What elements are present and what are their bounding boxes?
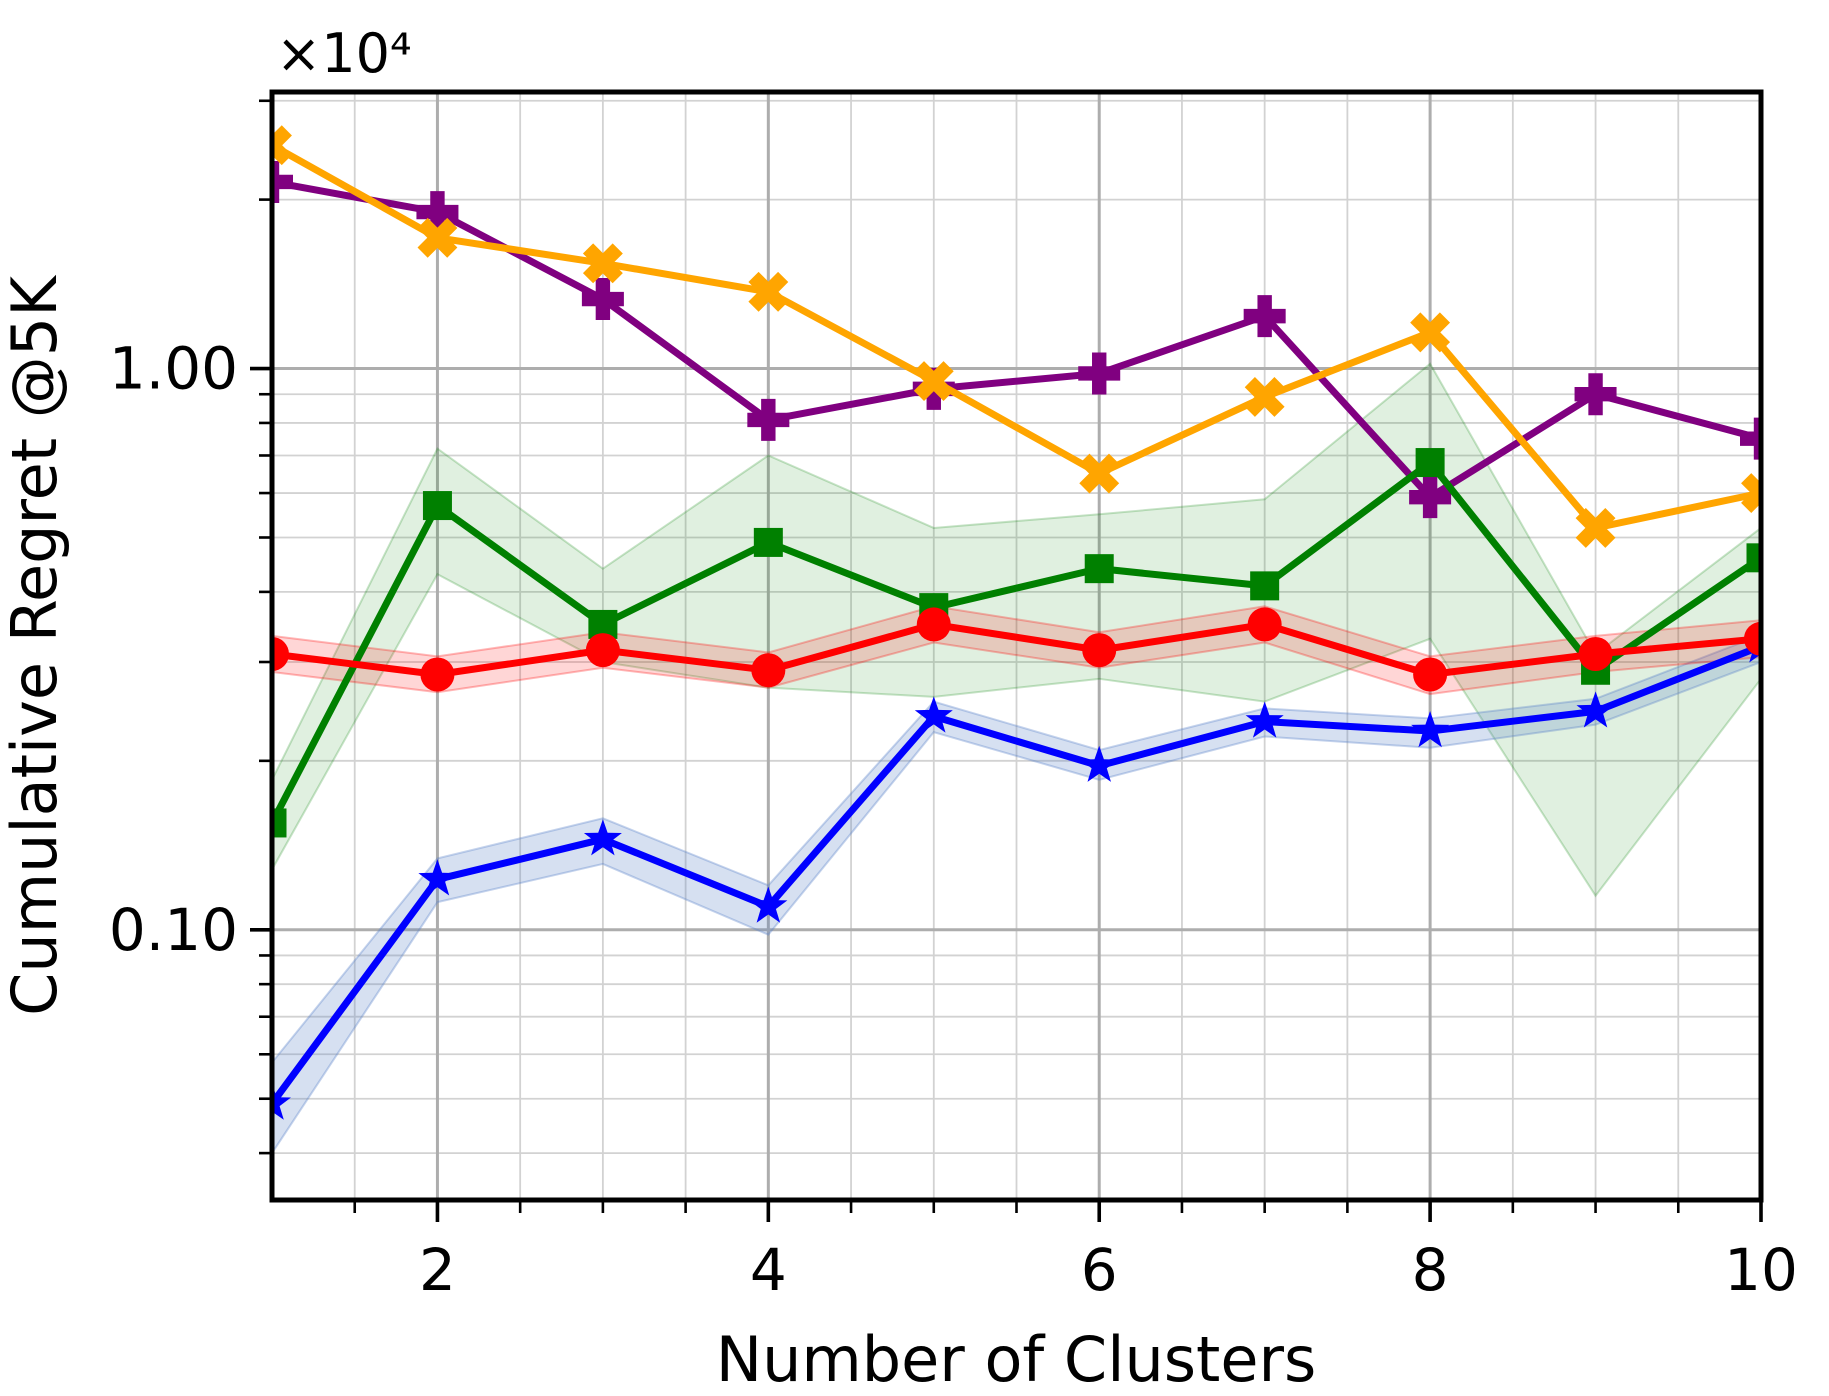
orange-x-marker [272, 125, 292, 166]
red-circle-marker [1578, 637, 1613, 672]
blue-star-marker [1245, 701, 1284, 738]
blue-star-marker [1576, 691, 1615, 728]
x-axis-title: Number of Clusters [716, 1323, 1317, 1396]
series-layer [272, 125, 1761, 1155]
orange-x-marker [748, 271, 789, 312]
blue-star-marker [583, 819, 622, 856]
blue-star-line [272, 642, 1761, 1108]
x-tick-label: 4 [750, 1236, 787, 1304]
y-axis-title: Cumulative Regret @5K [0, 275, 71, 1016]
blue-star-marker [914, 696, 953, 733]
red-circle-marker [1744, 621, 1761, 656]
ticks: 2 4 6 8 10 1.00 0.10 [109, 99, 1798, 1304]
green-square-marker [422, 491, 452, 521]
series-red-circle [272, 607, 1761, 692]
red-circle-marker [916, 607, 951, 642]
red-circle-line [272, 620, 1761, 679]
purple-plus-marker [581, 278, 624, 321]
orange-x-marker [1244, 377, 1285, 417]
y-tick-label: 1.00 [109, 335, 238, 403]
orange-x-marker [1575, 507, 1616, 548]
orange-x-marker [1410, 312, 1451, 353]
red-circle-confidence-band [272, 605, 1761, 696]
x-tick-label: 8 [1412, 1236, 1449, 1304]
purple-plus-marker [1740, 417, 1761, 460]
red-circle-marker [1247, 607, 1282, 642]
blue-star-marker [418, 859, 457, 896]
blue-star-marker [272, 1083, 291, 1120]
red-circle-marker [420, 657, 455, 692]
series-orange-x [272, 125, 1761, 548]
purple-plus-marker [272, 160, 293, 203]
blue-star-marker [749, 886, 788, 923]
orange-x-marker [913, 361, 954, 401]
red-circle-marker [751, 653, 786, 688]
x-tick-label: 2 [419, 1236, 456, 1304]
purple-plus-marker [416, 191, 459, 234]
green-square-marker [753, 527, 783, 557]
red-circle-marker [1082, 633, 1117, 668]
x-tick-label: 10 [1724, 1236, 1798, 1304]
purple-plus-marker [1574, 373, 1617, 416]
green-square-marker [1415, 448, 1445, 478]
green-square-line [272, 459, 1761, 827]
blue-star-marker [1411, 711, 1450, 748]
red-circle-marker [585, 633, 620, 668]
plot-area: 2 4 6 8 10 1.00 0.10 [109, 89, 1798, 1304]
blue-star-marker [1080, 745, 1119, 782]
green-square-marker [272, 808, 287, 838]
red-circle-marker [272, 637, 289, 672]
orange-x-line [272, 141, 1761, 532]
purple-plus-marker [1409, 476, 1452, 519]
red-circle-marker [1413, 657, 1448, 692]
green-square-marker [1250, 571, 1280, 601]
orange-x-marker [1079, 453, 1120, 494]
green-square-marker [1084, 554, 1114, 584]
series-purple-plus [272, 160, 1761, 519]
orange-x-marker [417, 217, 458, 258]
purple-plus-marker [1243, 295, 1286, 338]
green-square-marker [1746, 543, 1761, 573]
y-tick-label: 0.10 [109, 896, 238, 964]
purple-plus-marker [1078, 352, 1121, 395]
x-tick-label: 6 [1081, 1236, 1118, 1304]
orange-x-marker [1741, 473, 1761, 513]
orange-x-marker [582, 243, 623, 284]
purple-plus-line [272, 178, 1761, 501]
purple-plus-marker [747, 398, 790, 441]
y-axis-offset-text: ×10⁴ [276, 22, 412, 85]
